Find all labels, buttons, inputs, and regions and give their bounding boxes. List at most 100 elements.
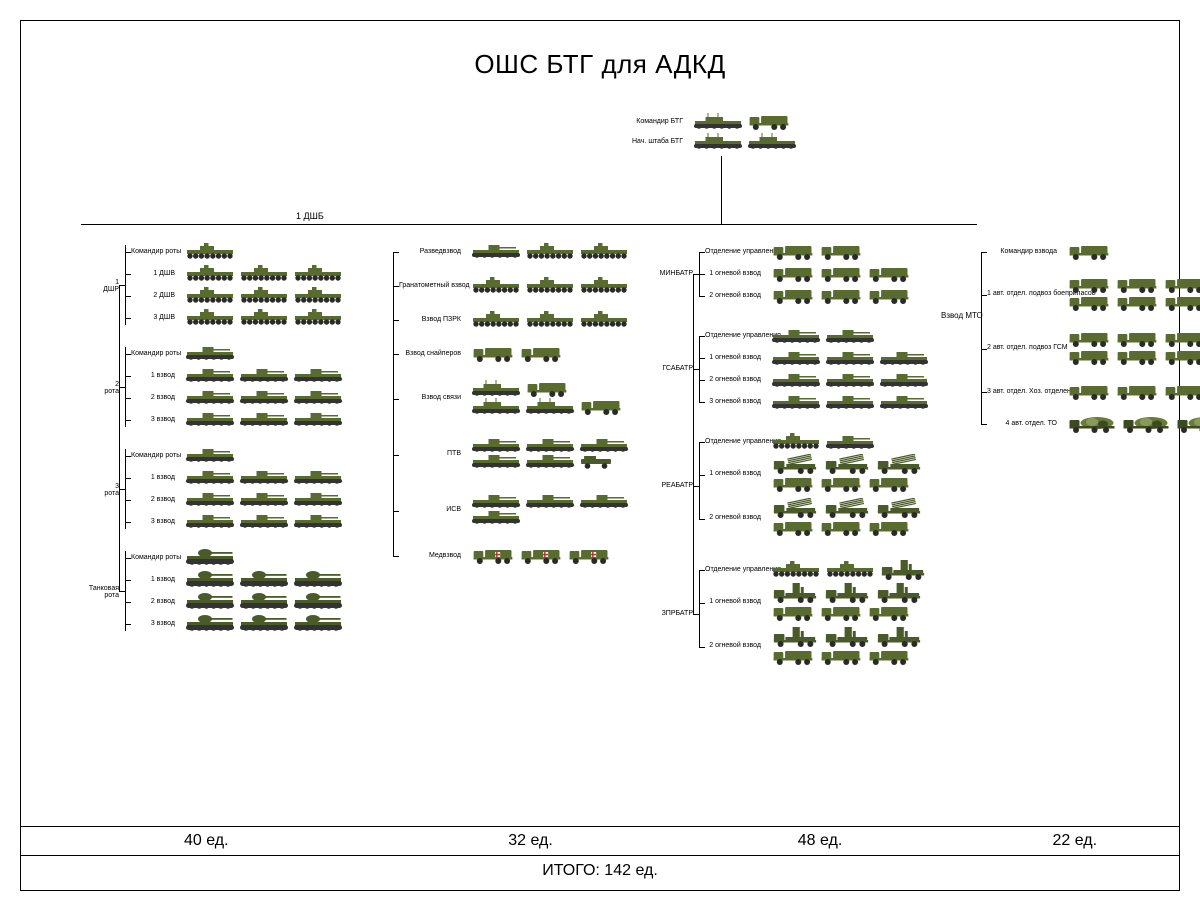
vehicle-icon [1067, 275, 1111, 293]
unit-row: 2 огневой взвод [705, 497, 923, 537]
vehicle-row-icons [1061, 347, 1200, 365]
vehicle-icon [525, 493, 575, 509]
spine-line [119, 285, 120, 591]
spine-tick [693, 274, 699, 275]
unit-row: 1 огневой взвод [705, 453, 923, 493]
unit-row: Командир роты [131, 445, 235, 465]
vehicle-row-icons [179, 614, 343, 632]
vehicle-icon [185, 469, 235, 485]
unit-row-label: Гранатометный взвод [399, 282, 465, 289]
vehicle-row-icons [765, 558, 927, 580]
count-col3: 48 ед. [669, 832, 970, 850]
unit-row-wrap: Отделение управления [705, 559, 927, 579]
vehicle-icon [1067, 329, 1111, 347]
vehicle-icon [525, 311, 575, 327]
vehicle-icon [771, 242, 815, 260]
vehicle-icon [771, 581, 819, 603]
unit-row-wrap: 3 взвод [131, 409, 343, 429]
unit-row: 2 ДШВ [131, 285, 343, 305]
vehicle-row-icons [179, 491, 343, 507]
unit-row: Взвод связи [399, 377, 623, 417]
connector-h-main [81, 224, 977, 225]
unit-row: 3 взвод [131, 511, 343, 531]
vehicle-icon [293, 491, 343, 507]
unit-row-label: Отделение управления [705, 438, 765, 445]
unit-row-label: 1 ДШВ [131, 270, 179, 277]
bracket-line [125, 551, 126, 631]
vehicle-icon [525, 243, 575, 259]
vehicle-icon [185, 309, 235, 325]
unit-row: Нач. штаба БТГ [621, 131, 797, 151]
vehicle-icon [771, 498, 819, 518]
unit-row-wrap: 2 взвод [131, 489, 343, 509]
unit-row-label: 3 огневой взвод [705, 398, 765, 405]
vehicle-icon [771, 454, 819, 474]
unit-row-label: 3 взвод [131, 620, 179, 627]
vehicle-row-icons [179, 345, 235, 361]
vehicle-icon [771, 561, 821, 577]
vehicle-row-icons [1061, 413, 1200, 433]
vehicle-icon [867, 264, 911, 282]
unit-row-label: Отделение управления [705, 332, 765, 339]
vehicle-icon [771, 327, 821, 344]
unit-row: 1 взвод [131, 365, 343, 385]
vehicle-icon [471, 398, 521, 415]
unit-row: Отделение управления [705, 559, 927, 579]
vehicle-icon [819, 647, 863, 665]
spine-line [693, 274, 694, 614]
unit-row-wrap: 2 огневой взвод [705, 625, 923, 665]
unit-row-label: 3 ДШВ [131, 314, 179, 321]
vehicle-icon [771, 474, 815, 492]
vehicle-icon [1115, 347, 1159, 365]
group-label: 3рота [75, 483, 119, 498]
unit-row-wrap: 2 огневой взвод [705, 369, 929, 389]
vehicle-row-icons [179, 447, 235, 463]
vehicle-icon [1067, 293, 1111, 311]
vehicle-row-icons [179, 287, 343, 303]
vehicle-icon [879, 349, 929, 366]
unit-row: 1 ДШВ [131, 263, 343, 283]
vehicle-icon [867, 474, 911, 492]
group-label: МИНБАТР [647, 270, 693, 277]
vehicle-icon [239, 491, 289, 507]
group-label: РЕАБАТР [647, 482, 693, 489]
vehicle-row-icons [765, 264, 911, 282]
unit-row-wrap: ПТВ [399, 433, 629, 473]
vehicle-icon [693, 133, 743, 150]
unit-row-label: 2 взвод [131, 598, 179, 605]
vehicle-icon [525, 277, 575, 293]
vehicle-icon [239, 265, 289, 281]
unit-row: 3 огневой взвод [705, 391, 929, 411]
vehicle-icon [823, 498, 871, 518]
unit-row-label: 1 огневой взвод [705, 270, 765, 277]
unit-row-label: 3 взвод [131, 416, 179, 423]
group-label: 2рота [75, 381, 119, 396]
unit-row-label: 2 авт. отдел. подвоз ГСМ [987, 344, 1061, 351]
unit-row-wrap: Взвод ПЗРК [399, 309, 629, 329]
vehicle-icon [185, 513, 235, 529]
count-col1: 40 ед. [21, 832, 392, 850]
unit-row-wrap: Взвод связи [399, 377, 623, 417]
bracket-line [699, 336, 700, 402]
unit-row-label: 2 огневой взвод [705, 642, 765, 649]
unit-row-label: 4 авт. отдел. ТО [987, 420, 1061, 427]
bracket-line [125, 245, 126, 325]
spine-tick [119, 591, 125, 592]
vehicle-icon [293, 411, 343, 427]
group-label: Танковаярота [75, 585, 119, 600]
group-label: 1ДШР [75, 279, 119, 294]
unit-row-wrap: 1 огневой взвод [705, 347, 929, 367]
vehicle-row-icons [765, 625, 923, 647]
unit-row-wrap: Отделение управления [705, 431, 875, 451]
vehicle-icon [579, 493, 629, 509]
vehicle-icon [239, 287, 289, 303]
vehicle-icon [471, 311, 521, 327]
vehicle-icon [771, 349, 821, 366]
vehicle-icon [1115, 382, 1159, 400]
spine-tick [693, 486, 699, 487]
vehicle-icon [771, 393, 821, 410]
vehicle-row-icons [465, 379, 623, 397]
vehicle-icon [771, 647, 815, 665]
unit-row: 2 авт. отдел. подвоз ГСМ [987, 327, 1200, 367]
vehicle-icon [293, 570, 343, 588]
